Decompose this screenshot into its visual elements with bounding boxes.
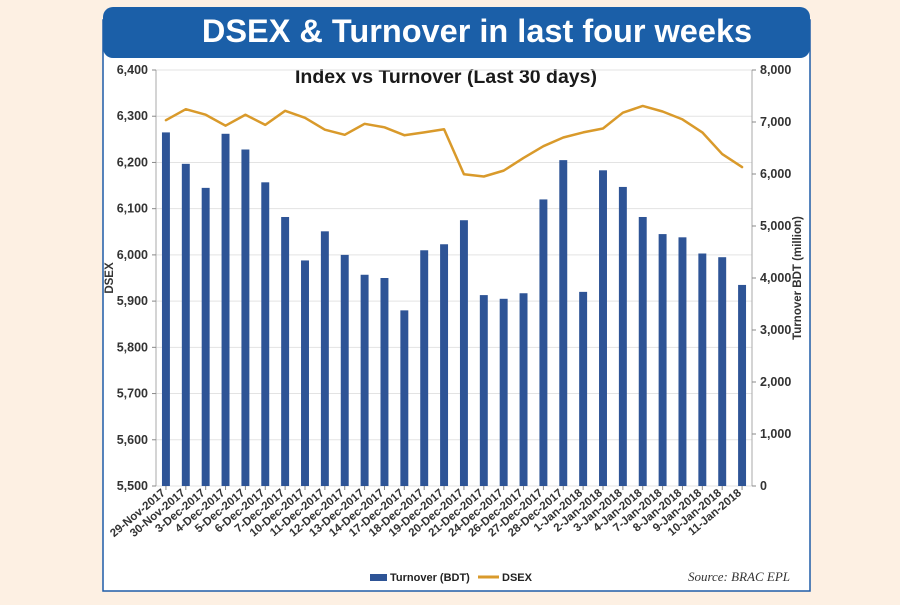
svg-text:7,000: 7,000: [760, 115, 791, 129]
svg-text:2,000: 2,000: [760, 375, 791, 389]
svg-text:8,000: 8,000: [760, 63, 791, 77]
svg-text:Turnover (BDT): Turnover (BDT): [390, 572, 470, 584]
svg-text:6,200: 6,200: [117, 155, 148, 169]
svg-text:0: 0: [760, 479, 767, 493]
svg-text:6,100: 6,100: [117, 202, 148, 216]
svg-text:Turnover BDT (million): Turnover BDT (million): [792, 216, 804, 340]
svg-text:Index vs Turnover (Last 30 day: Index vs Turnover (Last 30 days): [295, 66, 597, 88]
svg-text:6,300: 6,300: [117, 109, 148, 123]
svg-text:1,000: 1,000: [760, 427, 791, 441]
svg-text:6,000: 6,000: [117, 248, 148, 262]
svg-text:DSEX: DSEX: [502, 572, 533, 584]
svg-text:6,000: 6,000: [760, 167, 791, 181]
svg-text:Source: BRAC EPL: Source: BRAC EPL: [688, 569, 790, 584]
svg-text:5,800: 5,800: [117, 340, 148, 354]
svg-text:4,000: 4,000: [760, 271, 791, 285]
svg-text:DSEX & Turnover in last four w: DSEX & Turnover in last four weeks: [202, 13, 752, 49]
svg-text:5,700: 5,700: [117, 387, 148, 401]
svg-text:3,000: 3,000: [760, 323, 791, 337]
svg-text:6,400: 6,400: [117, 63, 148, 77]
svg-text:5,500: 5,500: [117, 479, 148, 493]
svg-text:5,000: 5,000: [760, 219, 791, 233]
svg-text:DSEX: DSEX: [104, 262, 116, 294]
svg-text:5,600: 5,600: [117, 433, 148, 447]
svg-text:5,900: 5,900: [117, 294, 148, 308]
